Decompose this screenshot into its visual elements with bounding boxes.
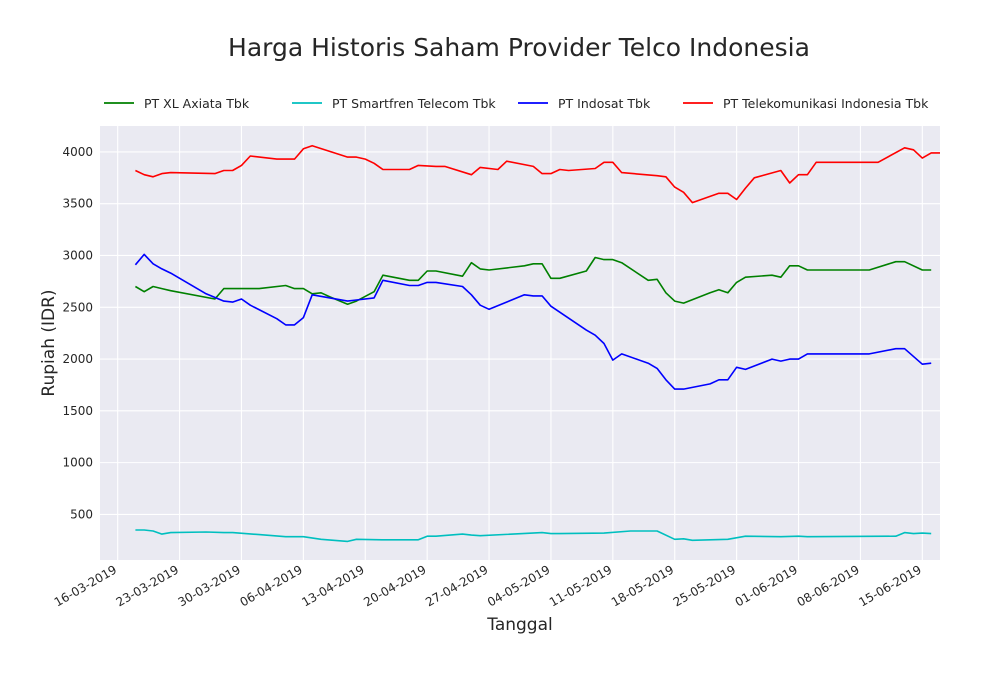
legend-label: PT Telekomunikasi Indonesia Tbk — [723, 96, 929, 111]
series-line-1 — [135, 529, 932, 543]
x-tick-label: 11-05-2019 — [547, 562, 614, 609]
series-group — [134, 144, 940, 543]
y-tick-label: 500 — [70, 507, 93, 521]
x-tick-label: 20-04-2019 — [361, 562, 428, 609]
x-tick-label: 30-03-2019 — [176, 562, 243, 609]
y-tick-label: 3000 — [62, 248, 93, 262]
chart-title: Harga Historis Saham Provider Telco Indo… — [228, 33, 810, 62]
x-tick-label: 06-04-2019 — [237, 562, 304, 609]
legend-item-2: PT Indosat Tbk — [518, 96, 651, 111]
y-tick-label: 2500 — [62, 300, 93, 314]
legend-item-1: PT Smartfren Telecom Tbk — [292, 96, 496, 111]
y-tick-label: 2000 — [62, 352, 93, 366]
legend-label: PT Smartfren Telecom Tbk — [332, 96, 496, 111]
x-tick-label: 08-06-2019 — [795, 562, 862, 609]
y-axis-label: Rupiah (IDR) — [39, 289, 59, 396]
y-tick-label: 1000 — [62, 456, 93, 470]
x-tick-label: 23-03-2019 — [114, 562, 181, 609]
legend-label: PT Indosat Tbk — [558, 96, 651, 111]
plot-area — [100, 126, 940, 560]
grid — [100, 126, 940, 560]
x-tick-label: 27-04-2019 — [423, 562, 490, 609]
series-line-3 — [135, 144, 940, 204]
x-tick-label: 16-03-2019 — [52, 562, 119, 609]
x-tick-label: 01-06-2019 — [733, 562, 800, 609]
legend-item-3: PT Telekomunikasi Indonesia Tbk — [683, 96, 929, 111]
x-tick-label: 18-05-2019 — [609, 562, 676, 609]
legend: PT XL Axiata Tbk PT Smartfren Telecom Tbk… — [104, 96, 929, 111]
x-tick-label: 15-06-2019 — [856, 562, 923, 609]
legend-label: PT XL Axiata Tbk — [144, 96, 250, 111]
y-tick-label: 1500 — [62, 404, 93, 418]
x-axis-label: Tanggal — [486, 615, 553, 635]
series-line-2 — [134, 253, 932, 390]
x-tick-label: 04-05-2019 — [485, 562, 552, 609]
y-tick-label: 3500 — [62, 197, 93, 211]
x-tick-label: 13-04-2019 — [299, 562, 366, 609]
y-tick-label: 4000 — [62, 145, 93, 159]
y-axis-ticks: 500 1000 1500 2000 2500 3000 3500 4000 — [62, 145, 93, 522]
x-axis-ticks: 16-03-201923-03-201930-03-201906-04-2019… — [52, 562, 924, 609]
series-line-0 — [134, 256, 932, 305]
legend-item-0: PT XL Axiata Tbk — [104, 96, 250, 111]
x-tick-label: 25-05-2019 — [671, 562, 738, 609]
